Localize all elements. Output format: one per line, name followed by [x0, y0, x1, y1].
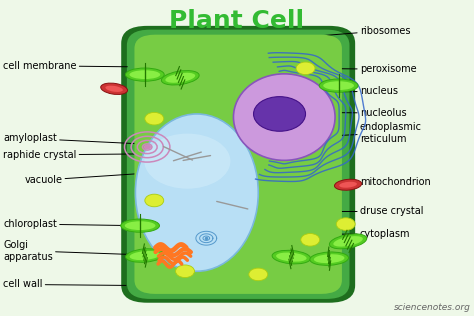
Text: chloroplast: chloroplast [3, 219, 136, 229]
Text: nucleolus: nucleolus [306, 108, 407, 118]
Text: endoplasmic
reticulum: endoplasmic reticulum [329, 122, 422, 144]
Ellipse shape [125, 221, 155, 230]
Text: mitochondrion: mitochondrion [348, 177, 430, 187]
Ellipse shape [272, 250, 310, 264]
Circle shape [254, 97, 306, 131]
Ellipse shape [121, 219, 159, 232]
Ellipse shape [100, 83, 128, 94]
Ellipse shape [333, 236, 363, 246]
Text: vacuole: vacuole [24, 172, 161, 185]
Text: ribosomes: ribosomes [268, 26, 410, 40]
FancyBboxPatch shape [127, 30, 349, 299]
FancyBboxPatch shape [121, 26, 355, 303]
Circle shape [145, 194, 164, 207]
Ellipse shape [161, 70, 199, 85]
Text: cell wall: cell wall [3, 279, 126, 289]
Ellipse shape [234, 74, 335, 160]
Ellipse shape [145, 134, 230, 189]
Ellipse shape [126, 249, 164, 262]
Circle shape [296, 62, 315, 75]
Circle shape [175, 265, 194, 277]
Text: Plant Cell: Plant Cell [169, 9, 305, 33]
Text: amyloplast: amyloplast [3, 133, 140, 144]
Text: peroxisome: peroxisome [306, 64, 417, 74]
Ellipse shape [314, 254, 345, 263]
Ellipse shape [129, 251, 160, 260]
Ellipse shape [329, 234, 367, 249]
Ellipse shape [136, 114, 258, 271]
Ellipse shape [276, 252, 307, 262]
Ellipse shape [339, 182, 357, 188]
Text: cytoplasm: cytoplasm [303, 229, 410, 239]
Ellipse shape [335, 179, 362, 190]
Text: druse crystal: druse crystal [331, 206, 423, 216]
Ellipse shape [129, 70, 160, 79]
Text: nucleus: nucleus [324, 86, 398, 96]
Ellipse shape [323, 81, 354, 90]
Circle shape [301, 234, 319, 246]
Text: Golgi
apparatus: Golgi apparatus [3, 240, 161, 262]
Ellipse shape [310, 252, 348, 265]
Circle shape [336, 218, 355, 230]
Ellipse shape [105, 86, 123, 92]
Circle shape [249, 268, 268, 281]
Ellipse shape [319, 79, 358, 92]
Circle shape [145, 112, 164, 125]
FancyBboxPatch shape [135, 35, 342, 294]
Ellipse shape [126, 68, 164, 81]
Circle shape [144, 144, 151, 149]
Text: sciencenotes.org: sciencenotes.org [394, 302, 471, 312]
Text: raphide crystal: raphide crystal [3, 150, 143, 160]
Text: cell membrane: cell membrane [3, 61, 128, 71]
Ellipse shape [165, 73, 195, 83]
